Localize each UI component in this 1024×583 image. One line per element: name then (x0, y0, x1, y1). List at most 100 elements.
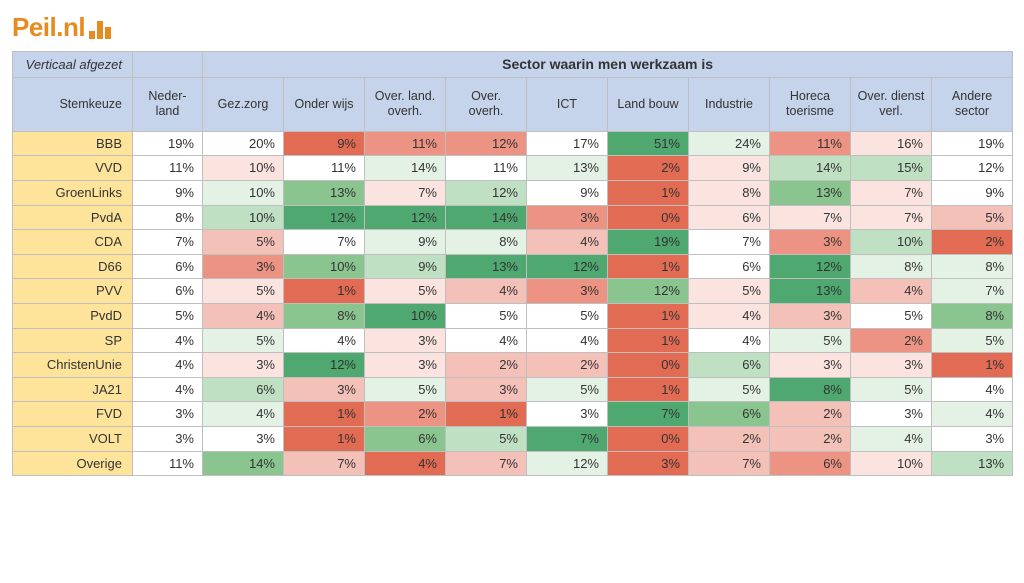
cell: 4% (689, 303, 770, 328)
cell: 7% (932, 279, 1013, 304)
col-header: ICT (527, 77, 608, 131)
cell: 11% (770, 131, 851, 156)
cell: 4% (932, 402, 1013, 427)
cell: 8% (689, 180, 770, 205)
cell: 6% (770, 451, 851, 476)
col-header: Onder wijs (284, 77, 365, 131)
cell: 7% (284, 451, 365, 476)
cell-nederland: 11% (133, 156, 203, 181)
row-label: VVD (13, 156, 133, 181)
cell-nederland: 3% (133, 426, 203, 451)
cell: 51% (608, 131, 689, 156)
table-row: D666%3%10%9%13%12%1%6%12%8%8% (13, 254, 1013, 279)
cell: 5% (527, 377, 608, 402)
cell: 5% (527, 303, 608, 328)
cell: 1% (608, 303, 689, 328)
cell: 5% (851, 377, 932, 402)
cell: 16% (851, 131, 932, 156)
cell: 14% (365, 156, 446, 181)
cell: 3% (446, 377, 527, 402)
cell: 7% (365, 180, 446, 205)
cell: 4% (851, 279, 932, 304)
cell: 5% (932, 205, 1013, 230)
cell: 3% (770, 303, 851, 328)
cell-nederland: 3% (133, 402, 203, 427)
cell: 10% (365, 303, 446, 328)
cell: 2% (608, 156, 689, 181)
cell: 5% (770, 328, 851, 353)
logo: Peil.nl (12, 12, 1012, 43)
cell: 4% (932, 377, 1013, 402)
cell: 12% (527, 451, 608, 476)
cell: 11% (446, 156, 527, 181)
cell: 7% (527, 426, 608, 451)
cell: 9% (689, 156, 770, 181)
cell: 5% (689, 377, 770, 402)
cell: 5% (446, 426, 527, 451)
cell: 14% (203, 451, 284, 476)
cell: 6% (689, 254, 770, 279)
cell: 2% (770, 426, 851, 451)
cell: 8% (932, 254, 1013, 279)
cell: 17% (527, 131, 608, 156)
cell: 20% (203, 131, 284, 156)
cell: 13% (932, 451, 1013, 476)
row-header-label: Stemkeuze (13, 77, 133, 131)
col-header: Over. overh. (446, 77, 527, 131)
cell: 0% (608, 205, 689, 230)
cell: 7% (689, 451, 770, 476)
cell: 5% (932, 328, 1013, 353)
cell: 7% (770, 205, 851, 230)
cell: 3% (365, 328, 446, 353)
cell: 12% (932, 156, 1013, 181)
cell: 12% (446, 180, 527, 205)
cell: 5% (689, 279, 770, 304)
row-label: ChristenUnie (13, 353, 133, 378)
cell: 4% (851, 426, 932, 451)
row-label: VOLT (13, 426, 133, 451)
cell: 9% (932, 180, 1013, 205)
cell: 11% (365, 131, 446, 156)
cell: 3% (527, 279, 608, 304)
cell: 7% (446, 451, 527, 476)
col-header: Horeca toerisme (770, 77, 851, 131)
cell: 4% (203, 303, 284, 328)
cell: 2% (689, 426, 770, 451)
cell: 5% (851, 303, 932, 328)
cell: 2% (365, 402, 446, 427)
cell: 4% (203, 402, 284, 427)
cell: 6% (689, 205, 770, 230)
cell: 6% (365, 426, 446, 451)
cell: 13% (284, 180, 365, 205)
cell: 1% (608, 377, 689, 402)
cell: 12% (608, 279, 689, 304)
table-row: BBB19%20%9%11%12%17%51%24%11%16%19% (13, 131, 1013, 156)
logo-bars-icon (89, 21, 111, 39)
table-row: ChristenUnie4%3%12%3%2%2%0%6%3%3%1% (13, 353, 1013, 378)
row-label: CDA (13, 230, 133, 255)
cell: 12% (284, 205, 365, 230)
cell: 9% (527, 180, 608, 205)
cell: 5% (203, 230, 284, 255)
cell-nederland: 4% (133, 328, 203, 353)
cell: 3% (770, 353, 851, 378)
cell-nederland: 6% (133, 279, 203, 304)
cell: 2% (446, 353, 527, 378)
cell-nederland: 11% (133, 451, 203, 476)
corner-label: Verticaal afgezet (13, 52, 133, 78)
row-label: JA21 (13, 377, 133, 402)
col-header: Over. dienst verl. (851, 77, 932, 131)
cell: 12% (284, 353, 365, 378)
cell: 11% (284, 156, 365, 181)
table-row: PVV6%5%1%5%4%3%12%5%13%4%7% (13, 279, 1013, 304)
row-label: BBB (13, 131, 133, 156)
cell-nederland: 7% (133, 230, 203, 255)
cell: 4% (365, 451, 446, 476)
cell: 10% (851, 230, 932, 255)
cell: 6% (203, 377, 284, 402)
cell: 9% (365, 254, 446, 279)
cell: 6% (689, 402, 770, 427)
cell: 9% (284, 131, 365, 156)
table-row: VVD11%10%11%14%11%13%2%9%14%15%12% (13, 156, 1013, 181)
cell: 13% (446, 254, 527, 279)
